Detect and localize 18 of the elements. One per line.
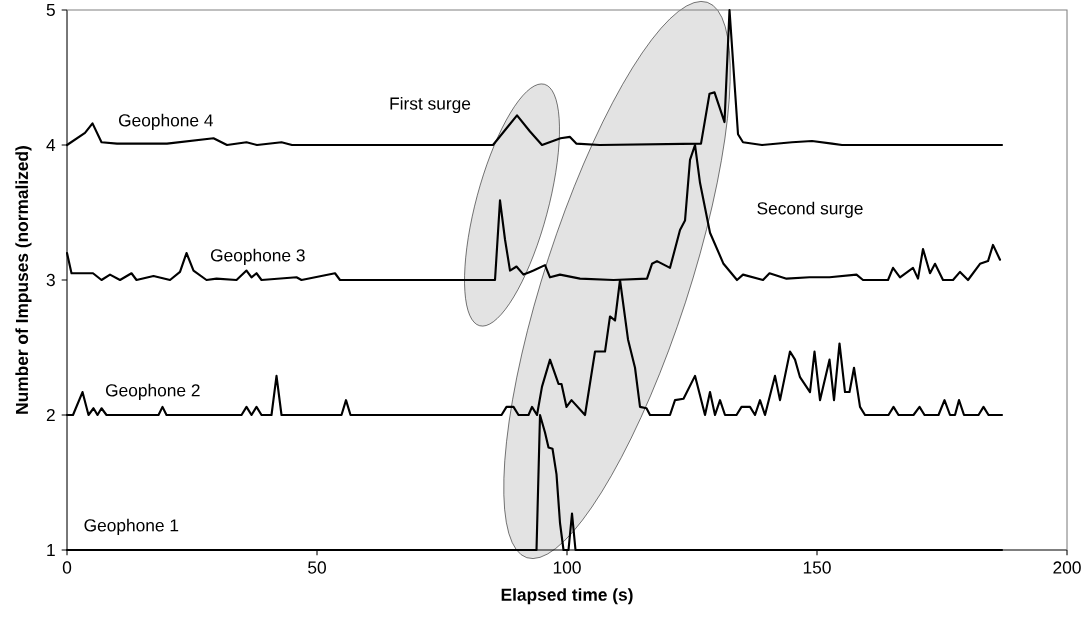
y-tick-label: 4 [46,139,56,151]
series-label: Geophone 3 [210,248,305,265]
y-tick-label: 2 [46,408,55,422]
y-tick-label: 5 [46,3,55,17]
annotation: Second surge [757,201,863,218]
y-tick-label: 1 [47,544,55,556]
series-label: Geophone 2 [105,383,200,400]
x-tick-label: 200 [1053,561,1081,574]
x-tick-label: 0 [62,561,72,574]
x-tick-label: 50 [308,561,326,574]
x-tick-label: 100 [553,561,581,574]
y-axis-title: Number of Impuses (normalized) [15,146,32,414]
y-tick-label: 3 [46,273,55,287]
x-tick-label: 150 [803,561,831,574]
x-axis-title: Elapsed time (s) [501,588,633,605]
annotation: First surge [390,96,471,114]
series-label: Geophone 4 [118,113,213,130]
series-label: Geophone 1 [84,518,179,535]
